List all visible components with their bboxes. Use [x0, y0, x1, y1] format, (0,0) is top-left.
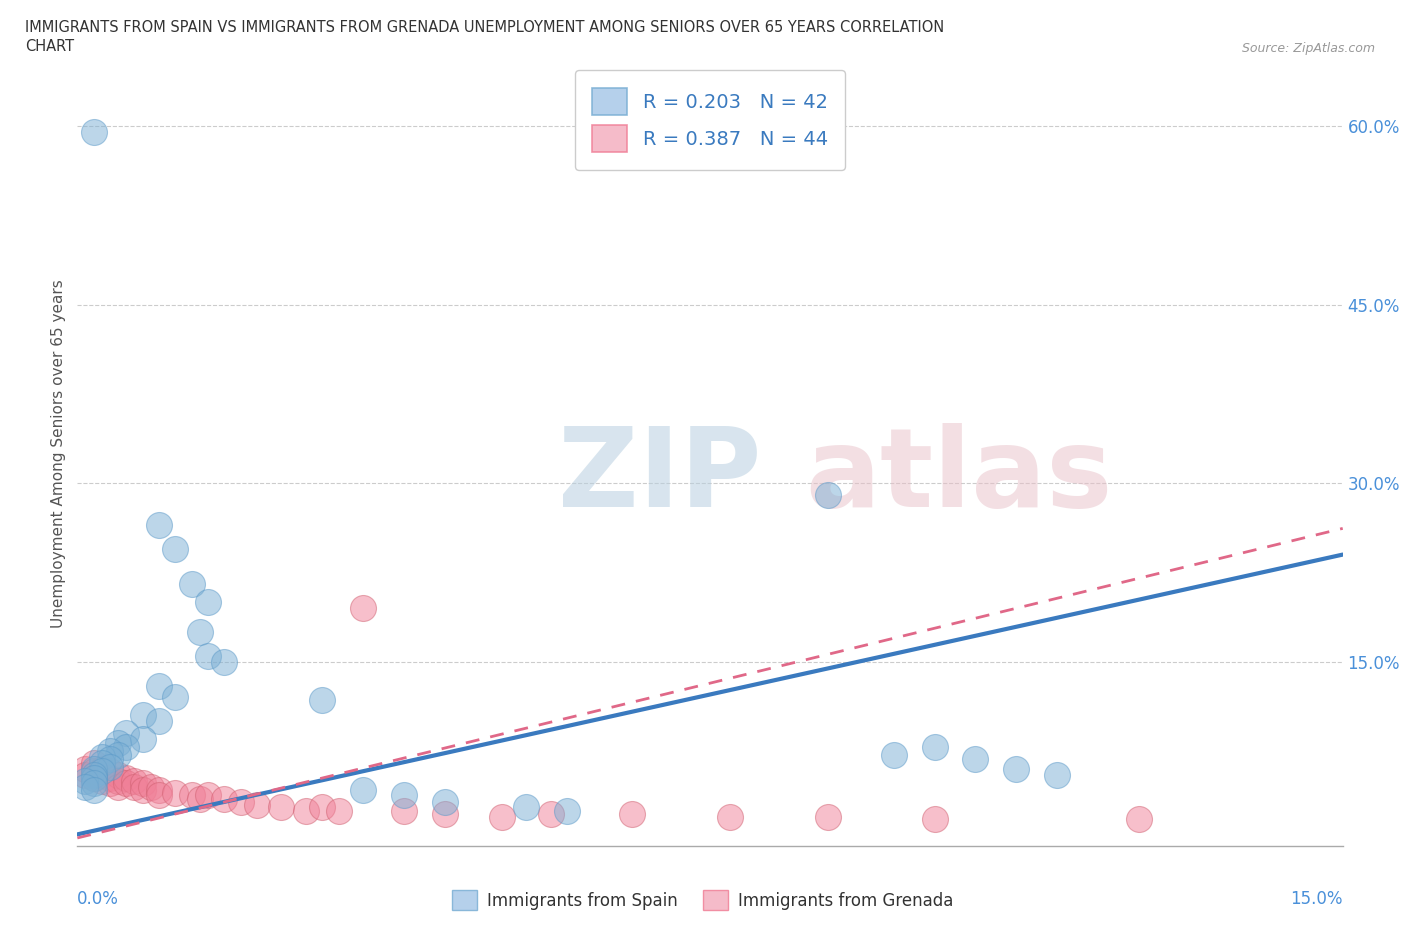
Point	[131, 732, 153, 747]
Point	[115, 740, 138, 755]
Point	[965, 752, 987, 767]
Point	[90, 764, 112, 778]
Point	[75, 767, 97, 782]
Point	[75, 779, 97, 794]
Point	[311, 800, 333, 815]
Point	[107, 774, 129, 789]
Point	[197, 648, 219, 663]
Point	[90, 774, 112, 789]
Text: 15.0%: 15.0%	[1291, 889, 1343, 908]
Point	[352, 601, 374, 616]
Point	[1046, 767, 1069, 782]
Point	[433, 806, 456, 821]
Point	[180, 577, 202, 591]
Point	[214, 791, 236, 806]
Point	[328, 804, 350, 818]
Point	[197, 788, 219, 803]
Point	[491, 809, 513, 824]
Point	[924, 812, 946, 827]
Point	[197, 595, 219, 610]
Point	[433, 795, 456, 810]
Point	[817, 809, 839, 824]
Point	[165, 785, 187, 800]
Point	[75, 762, 97, 777]
Text: atlas: atlas	[806, 423, 1112, 530]
Point	[515, 800, 537, 815]
Point	[229, 795, 252, 810]
Point	[98, 744, 121, 759]
Point	[98, 759, 121, 774]
Text: Source: ZipAtlas.com: Source: ZipAtlas.com	[1241, 42, 1375, 55]
Point	[720, 809, 742, 824]
Point	[392, 804, 415, 818]
Point	[115, 725, 138, 740]
Point	[124, 779, 146, 794]
Point	[98, 771, 121, 786]
Point	[75, 774, 97, 789]
Point	[83, 764, 105, 778]
Point	[165, 541, 187, 556]
Point	[107, 736, 129, 751]
Point	[165, 690, 187, 705]
Point	[83, 783, 105, 798]
Legend: Immigrants from Spain, Immigrants from Grenada: Immigrants from Spain, Immigrants from G…	[446, 884, 960, 917]
Point	[555, 804, 578, 818]
Point	[131, 776, 153, 790]
Point	[98, 764, 121, 778]
Point	[98, 776, 121, 790]
Point	[883, 747, 905, 762]
Point	[83, 776, 105, 790]
Point	[83, 762, 105, 777]
Point	[1005, 762, 1028, 777]
Point	[214, 655, 236, 670]
Point	[924, 740, 946, 755]
Point	[188, 625, 211, 640]
Point	[90, 762, 112, 777]
Point	[148, 788, 170, 803]
Point	[107, 747, 129, 762]
Point	[90, 750, 112, 764]
Point	[115, 771, 138, 786]
Point	[540, 806, 562, 821]
Y-axis label: Unemployment Among Seniors over 65 years: Unemployment Among Seniors over 65 years	[51, 279, 66, 628]
Point	[98, 752, 121, 767]
Point	[817, 487, 839, 502]
Point	[131, 783, 153, 798]
Point	[107, 767, 129, 782]
Point	[392, 788, 415, 803]
Point	[83, 771, 105, 786]
Point	[83, 755, 105, 770]
Point	[295, 804, 318, 818]
Point	[270, 800, 292, 815]
Text: ZIP: ZIP	[558, 423, 762, 530]
Point	[83, 125, 105, 140]
Point	[246, 797, 269, 812]
Text: IMMIGRANTS FROM SPAIN VS IMMIGRANTS FROM GRENADA UNEMPLOYMENT AMONG SENIORS OVER: IMMIGRANTS FROM SPAIN VS IMMIGRANTS FROM…	[25, 20, 945, 35]
Point	[352, 783, 374, 798]
Point	[83, 771, 105, 786]
Point	[180, 788, 202, 803]
Point	[139, 779, 162, 794]
Text: 0.0%: 0.0%	[77, 889, 120, 908]
Point	[148, 678, 170, 693]
Point	[90, 755, 112, 770]
Point	[148, 517, 170, 532]
Point	[115, 776, 138, 790]
Text: CHART: CHART	[25, 39, 75, 54]
Point	[311, 693, 333, 708]
Point	[1128, 812, 1150, 827]
Point	[107, 779, 129, 794]
Point	[131, 708, 153, 723]
Point	[148, 714, 170, 729]
Point	[83, 767, 105, 782]
Point	[148, 783, 170, 798]
Point	[621, 806, 644, 821]
Point	[124, 774, 146, 789]
Legend: R = 0.203   N = 42, R = 0.387   N = 44: R = 0.203 N = 42, R = 0.387 N = 44	[575, 70, 845, 170]
Point	[188, 791, 211, 806]
Point	[90, 767, 112, 782]
